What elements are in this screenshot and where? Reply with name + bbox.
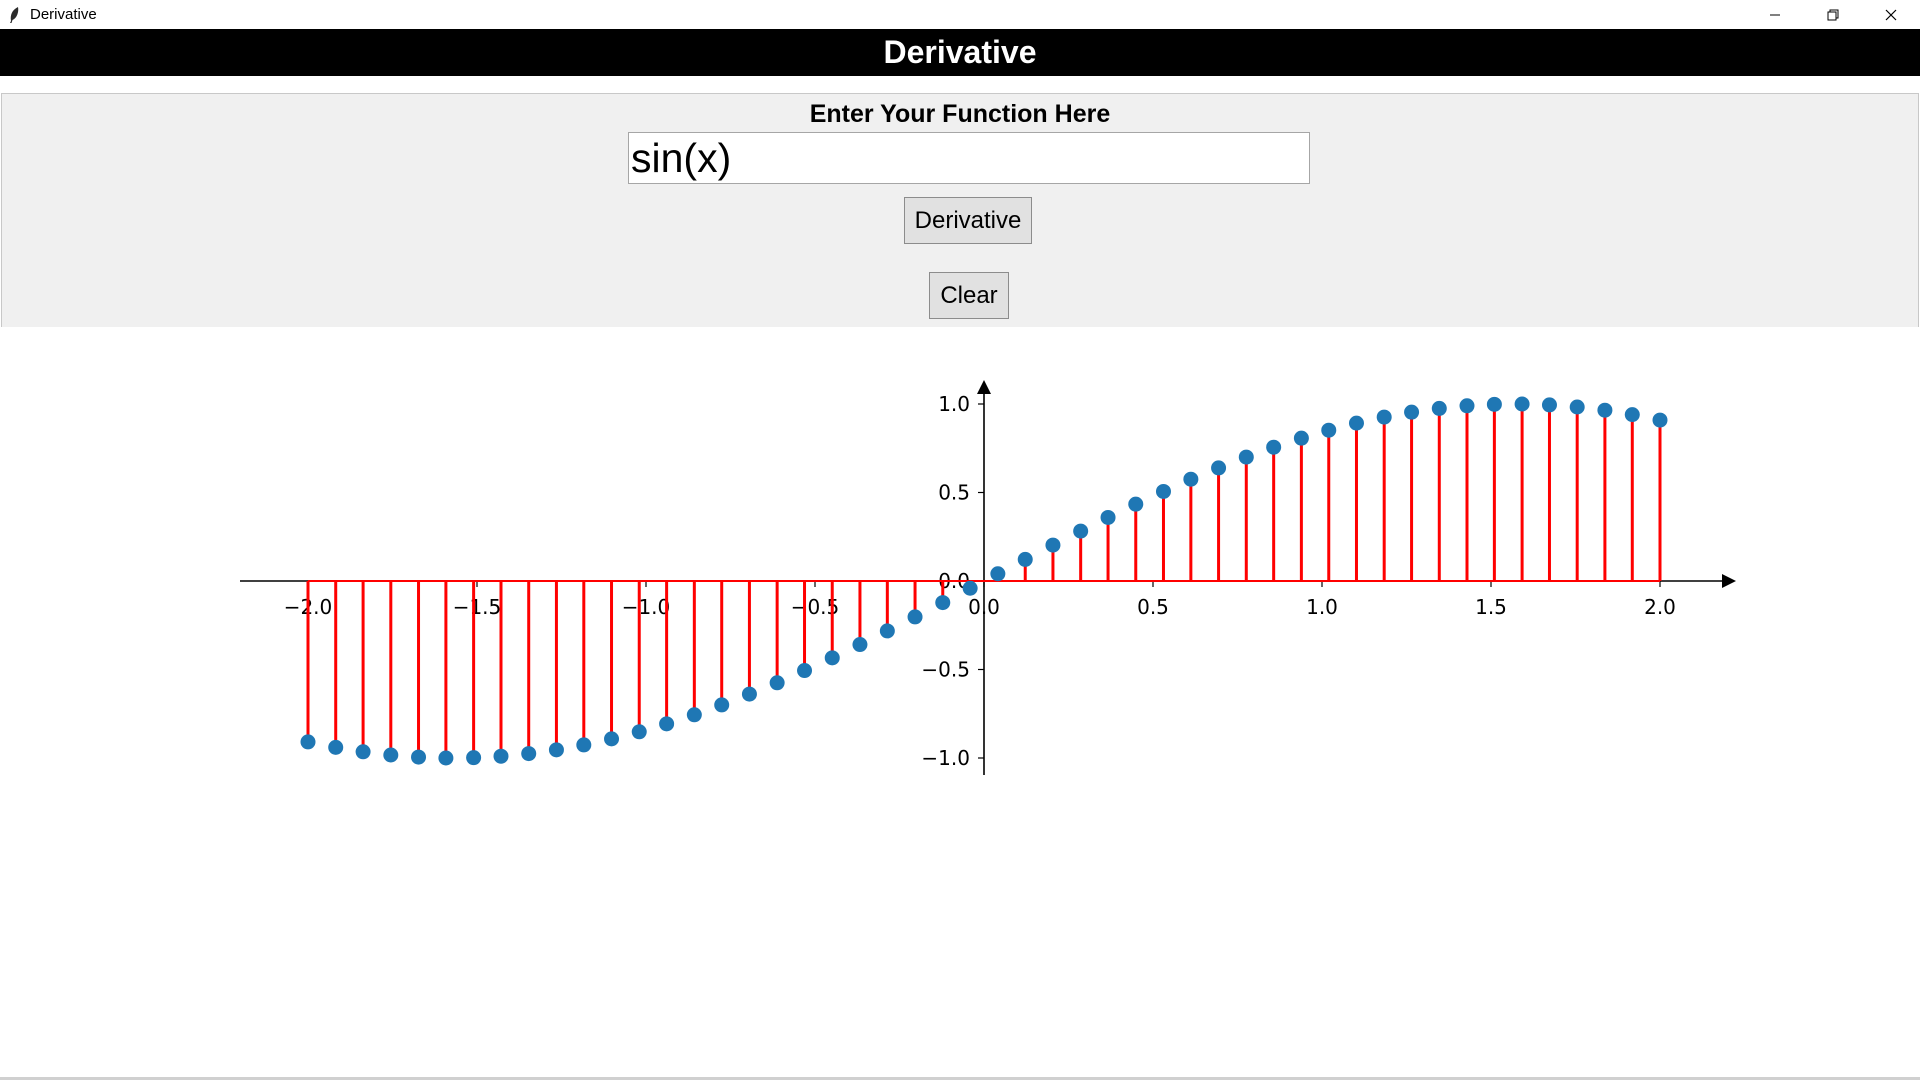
- stem-marker: [990, 566, 1006, 582]
- y-tick-label: −0.5: [921, 658, 970, 682]
- stem-marker: [1293, 430, 1309, 446]
- stem-marker: [935, 595, 951, 611]
- stem-marker: [1238, 449, 1254, 465]
- stem-marker: [1486, 396, 1502, 412]
- stem-marker: [1155, 483, 1171, 499]
- stem-marker: [1541, 397, 1557, 413]
- y-tick-label: 1.0: [938, 392, 970, 416]
- stem-marker: [962, 580, 978, 596]
- stem-marker: [1597, 402, 1613, 418]
- stem-marker: [1652, 412, 1668, 428]
- stem-marker: [1459, 398, 1475, 414]
- clear-button[interactable]: Clear: [929, 272, 1009, 319]
- x-tick-label: 1.5: [1475, 595, 1507, 619]
- stem-marker: [1624, 407, 1640, 423]
- stem-marker: [1183, 471, 1199, 487]
- stem-marker: [659, 716, 675, 732]
- stem-marker: [328, 739, 344, 755]
- x-axis-arrow-icon: [1722, 574, 1736, 588]
- stem-marker: [1376, 409, 1392, 425]
- stem-marker: [466, 750, 482, 766]
- stem-marker: [576, 737, 592, 753]
- stem-marker: [1073, 523, 1089, 539]
- window-titlebar: Derivative: [0, 0, 1920, 29]
- window-controls: [1746, 0, 1920, 29]
- x-tick-label: 2.0: [1644, 595, 1676, 619]
- stem-marker: [879, 623, 895, 639]
- stem-marker: [1514, 396, 1530, 412]
- stem-marker: [383, 747, 399, 763]
- stem-marker: [604, 731, 620, 747]
- stem-marker: [1321, 422, 1337, 438]
- minimize-icon[interactable]: [1746, 0, 1804, 29]
- stem-marker: [1404, 404, 1420, 420]
- stem-marker: [521, 746, 537, 762]
- stem-marker: [1128, 496, 1144, 512]
- x-tick-label: 1.0: [1306, 595, 1338, 619]
- restore-icon[interactable]: [1804, 0, 1862, 29]
- feather-icon: [6, 6, 22, 24]
- x-tick-label: −1.0: [622, 595, 671, 619]
- app-banner: Derivative: [0, 29, 1920, 76]
- stem-marker: [824, 650, 840, 666]
- stem-marker: [631, 724, 647, 740]
- stem-chart: −2.0−1.5−1.0−0.50.00.51.01.52.0−1.0−0.50…: [240, 380, 1736, 775]
- stem-marker: [548, 742, 564, 758]
- y-tick-label: −1.0: [921, 746, 970, 770]
- stem-marker: [1348, 415, 1364, 431]
- stem-marker: [1100, 509, 1116, 525]
- stem-marker: [852, 637, 868, 653]
- stem-marker: [1266, 439, 1282, 455]
- stem-marker: [300, 734, 316, 750]
- x-tick-label: −1.5: [453, 595, 502, 619]
- function-input[interactable]: [628, 132, 1310, 184]
- stem-marker: [797, 663, 813, 679]
- stem-marker: [1569, 399, 1585, 415]
- plot-area: −2.0−1.5−1.0−0.50.00.51.01.52.0−1.0−0.50…: [0, 327, 1920, 1080]
- derivative-button[interactable]: Derivative: [904, 197, 1032, 244]
- window-title: Derivative: [30, 6, 97, 23]
- banner-title: Derivative: [883, 34, 1037, 70]
- input-panel: Enter Your Function Here Derivative Clea…: [1, 93, 1919, 327]
- y-tick-label: 0.5: [938, 481, 970, 505]
- stem-marker: [1211, 460, 1227, 476]
- y-axis-arrow-icon: [977, 380, 991, 394]
- stem-marker: [907, 609, 923, 625]
- stem-marker: [493, 748, 509, 764]
- stem-marker: [714, 697, 730, 713]
- stem-marker: [438, 750, 454, 766]
- x-tick-label: 0.0: [968, 595, 1000, 619]
- stem-marker: [1017, 551, 1033, 567]
- stem-marker: [686, 707, 702, 723]
- stem-marker: [411, 749, 427, 765]
- stem-marker: [741, 686, 757, 702]
- close-icon[interactable]: [1862, 0, 1920, 29]
- x-tick-label: 0.5: [1137, 595, 1169, 619]
- stem-marker: [1431, 400, 1447, 416]
- stem-marker: [769, 675, 785, 691]
- window-bottom-border: [0, 1077, 1920, 1080]
- stem-marker: [355, 744, 371, 760]
- function-prompt-label: Enter Your Function Here: [809, 100, 1111, 128]
- stem-marker: [1045, 537, 1061, 553]
